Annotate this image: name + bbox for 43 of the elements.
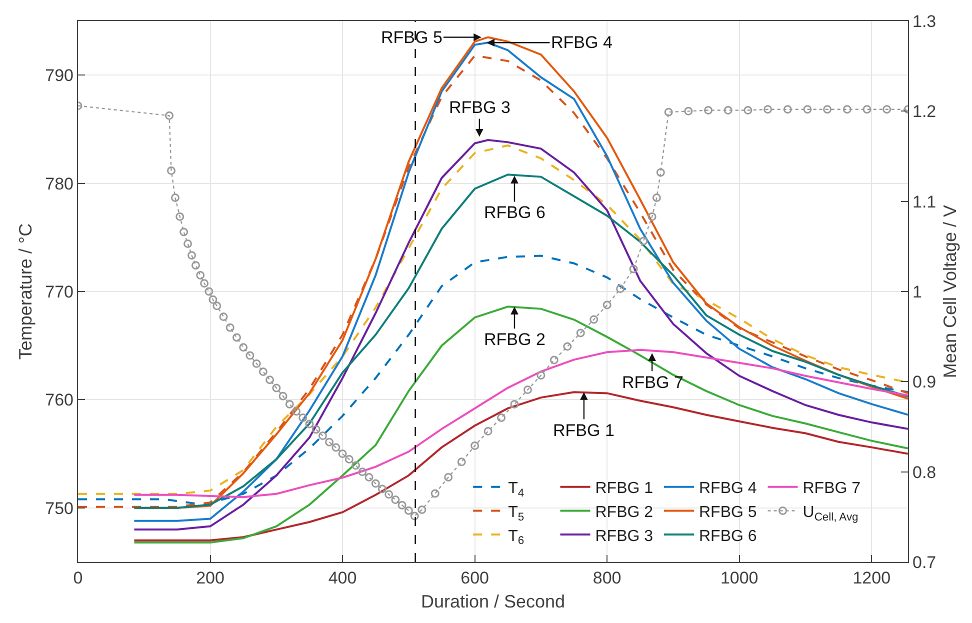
y2-tick-label: 0.7 [912, 552, 936, 572]
x-tick-label: 1200 [852, 568, 891, 588]
y-tick-label: 770 [45, 282, 74, 302]
y2-tick-label: 1.3 [912, 12, 936, 31]
legend-label: RFBG 7 [802, 480, 861, 498]
legend-label: T$_{6}$ [508, 528, 524, 548]
y2-tick-label: 0.8 [912, 462, 936, 482]
x-tick-label: 0 [73, 568, 83, 588]
x-tick-label: 200 [196, 568, 224, 588]
legend-label: RFBG 6 [699, 528, 757, 545]
y2-tick-label: 0.9 [912, 372, 936, 392]
y-tick-label: 780 [45, 174, 74, 194]
y-axis-title: Temperature / °C [15, 223, 36, 360]
annotation: RFBG 3 [449, 98, 510, 117]
y2-tick-label: 1.2 [912, 102, 936, 122]
annotation: RFBG 2 [484, 330, 546, 349]
legend-label: RFBG 3 [595, 528, 654, 545]
legend-label: RFBG 4 [699, 480, 757, 498]
legend-label: RFBG 1 [595, 480, 654, 498]
x-tick-label: 800 [592, 568, 622, 588]
annotation: RFBG 4 [551, 33, 612, 52]
line-series [133, 306, 908, 544]
y-tick-label: 790 [45, 66, 74, 86]
legend-label: T$_{5}$ [508, 504, 524, 524]
annotation: RFBG 1 [553, 421, 614, 440]
annotation: RFBG 5 [381, 28, 442, 47]
y2-axis-title: Mean Cell Voltage / V [940, 204, 960, 378]
legend-label: RFBG 5 [699, 504, 757, 521]
line-series [78, 254, 908, 506]
legend-label: RFBG 2 [595, 504, 654, 521]
legend-label: U$_{Cell, Avg}$ [802, 504, 858, 524]
x-tick-label: 400 [328, 568, 357, 588]
x-tick-label: 600 [460, 568, 489, 588]
y-tick-label: 760 [45, 390, 74, 410]
legend-label: T$_{4}$ [508, 480, 524, 500]
line-series [133, 348, 908, 498]
x-tick-label: 1000 [720, 568, 758, 588]
x-axis-title: Duration / Second [420, 592, 566, 612]
y2-tick-label: 1.1 [912, 192, 936, 212]
y2-tick-label: 1 [912, 282, 922, 302]
annotation: RFBG 7 [622, 373, 684, 392]
y-tick-label: 750 [45, 498, 74, 518]
annotation: RFBG 6 [484, 203, 546, 222]
